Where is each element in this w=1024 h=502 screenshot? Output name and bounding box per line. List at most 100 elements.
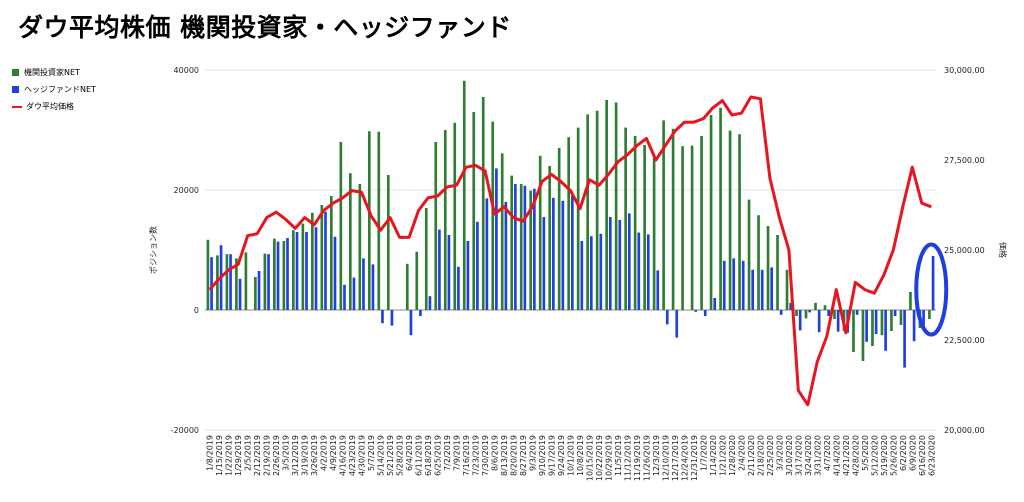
y-left-tick-label: 20000	[174, 186, 199, 195]
x-tick-label: 4/30/2019	[358, 435, 367, 476]
x-tick-label: 2/25/2020	[766, 435, 775, 476]
bar-hedgefund	[276, 241, 280, 310]
x-tick-label: 4/28/2020	[851, 435, 860, 476]
bar-institutional	[795, 310, 798, 316]
x-tick-label: 2/4/2020	[737, 435, 746, 471]
bar-hedgefund	[922, 310, 925, 327]
bar-hedgefund	[267, 254, 270, 310]
x-tick-label: 3/12/2019	[291, 435, 300, 476]
bar-institutional	[481, 97, 485, 310]
annotation-layer	[914, 242, 949, 337]
bar-institutional	[728, 130, 732, 310]
x-tick-label: 8/20/2019	[510, 435, 519, 476]
x-tick-label: 2/19/2019	[263, 435, 272, 476]
bar-hedgefund	[808, 310, 811, 313]
bar-hedgefund	[352, 277, 356, 310]
bar-hedgefund	[257, 271, 261, 310]
bar-hedgefund	[324, 211, 327, 310]
bar-institutional	[614, 102, 618, 311]
annotation-ellipse	[914, 242, 949, 337]
x-tick-label: 4/14/2020	[832, 435, 841, 476]
bar-institutional	[405, 263, 409, 310]
legend-swatch-institutional	[12, 69, 19, 76]
legend-label-hedgefund: ヘッジファンドNET	[24, 85, 96, 94]
bar-institutional	[709, 115, 713, 310]
x-tick-label: 2/12/2019	[253, 435, 262, 476]
x-tick-label: 4/23/2019	[348, 435, 357, 476]
x-tick-label: 11/26/2019	[642, 435, 651, 481]
bar-hedgefund	[751, 269, 755, 310]
x-tick-label: 7/16/2019	[462, 435, 471, 476]
bar-hedgefund	[855, 310, 859, 315]
x-tick-label: 3/17/2020	[794, 435, 803, 476]
bar-institutional	[643, 145, 646, 310]
x-tick-label: 9/24/2019	[557, 435, 566, 476]
bar-institutional	[576, 127, 580, 310]
bar-institutional	[719, 107, 722, 310]
x-tick-label: 2/18/2020	[756, 435, 765, 476]
bar-institutional	[624, 127, 627, 310]
bar-institutional	[690, 145, 694, 310]
bar-hedgefund	[827, 310, 830, 316]
bar-institutional	[909, 292, 912, 310]
y-left-axis-label: ポジション数	[148, 226, 158, 274]
bar-institutional	[377, 131, 381, 310]
x-tick-label: 3/19/2019	[301, 435, 310, 476]
bar-hedgefund	[760, 269, 764, 310]
bar-hedgefund	[381, 310, 384, 324]
bar-hedgefund	[457, 266, 460, 310]
y-left-tick-label: -20000	[171, 426, 199, 435]
x-tick-label: 5/21/2019	[386, 435, 395, 476]
x-tick-label: 10/8/2019	[576, 435, 585, 476]
bar-hedgefund	[589, 236, 593, 310]
bar-hedgefund	[466, 241, 470, 310]
bar-institutional	[700, 136, 703, 310]
bar-institutional	[453, 122, 457, 310]
bar-hedgefund	[779, 310, 783, 315]
bar-hedgefund	[741, 260, 745, 310]
bar-institutional	[367, 131, 371, 310]
x-tick-label: 11/5/2019	[614, 435, 623, 476]
bar-institutional	[662, 120, 665, 311]
x-tick-label: 5/12/2020	[870, 435, 879, 476]
bar-hedgefund	[675, 310, 679, 338]
y-left-tick-label: 0	[194, 306, 199, 315]
y-right-tick-label: 20,000.00	[944, 426, 985, 435]
line-dow-price	[208, 95, 932, 407]
x-tick-label: 12/3/2019	[652, 435, 661, 476]
bar-institutional	[443, 130, 447, 310]
bar-institutional	[652, 157, 656, 310]
bar-hedgefund	[608, 217, 612, 310]
bar-hedgefund	[504, 202, 508, 310]
bar-institutional	[557, 148, 561, 310]
x-tick-label: 5/28/2019	[396, 435, 405, 476]
x-tick-label: 6/23/2020	[927, 435, 936, 476]
bar-institutional	[890, 310, 893, 331]
bar-hedgefund	[865, 310, 868, 342]
bar-hedgefund	[286, 238, 289, 310]
bar-institutional	[282, 241, 286, 310]
x-tick-label: 12/24/2019	[680, 435, 689, 481]
legend: 機関投資家NET ヘッジファンドNET ダウ平均価格	[12, 64, 96, 115]
bar-institutional	[358, 184, 362, 310]
bar-hedgefund	[722, 260, 726, 310]
bar-institutional	[348, 173, 352, 310]
x-tick-label: 6/11/2019	[415, 435, 424, 476]
x-tick-label: 10/1/2019	[567, 435, 576, 476]
bar-institutional	[386, 175, 390, 310]
x-tick-label: 9/10/2019	[538, 435, 547, 476]
x-tick-label: 3/5/2019	[282, 435, 291, 471]
bar-series	[206, 80, 935, 368]
bar-institutional	[766, 226, 770, 310]
legend-swatch-hedgefund	[12, 86, 19, 93]
x-tick-label: 9/17/2019	[548, 435, 557, 476]
bar-hedgefund	[694, 310, 698, 312]
bar-institutional	[339, 142, 343, 310]
bar-hedgefund	[770, 267, 774, 310]
bar-hedgefund	[931, 256, 935, 310]
bar-institutional	[462, 80, 466, 310]
bar-institutional	[529, 190, 533, 310]
bar-hedgefund	[713, 298, 717, 310]
bar-institutional	[567, 137, 570, 310]
bar-hedgefund	[523, 185, 527, 310]
